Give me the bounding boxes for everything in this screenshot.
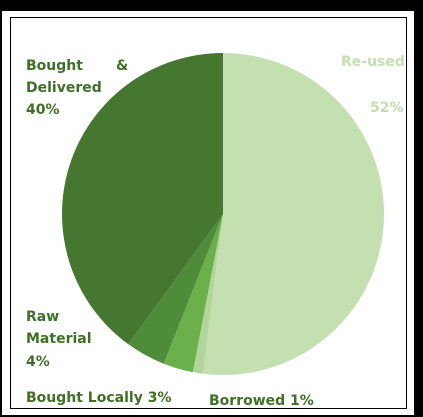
chart-inner-border xyxy=(10,17,407,409)
label-bought-locally: Bought Locally 3% xyxy=(26,390,171,406)
label-bought-delivered-line1: Bought & xyxy=(26,58,128,74)
pie-slices xyxy=(62,53,385,375)
label-bought-delivered-value: 40% xyxy=(26,102,60,118)
label-re-used: Re-used xyxy=(341,54,405,70)
label-re-used-value: 52% xyxy=(370,100,404,116)
pie-slice-bought-delivered xyxy=(62,53,224,345)
pie-slice-re-used xyxy=(202,53,385,375)
label-raw-material-value: 4% xyxy=(26,354,50,370)
pie-slice-bought-locally xyxy=(163,214,223,373)
label-raw-material-line2: Material xyxy=(26,331,92,347)
pie-slice-raw-material xyxy=(128,214,223,364)
label-raw-material-line1: Raw xyxy=(26,309,59,325)
pie-slice-borrowed xyxy=(192,214,223,374)
label-borrowed: Borrowed 1% xyxy=(209,393,314,409)
label-bought-delivered-line2: Delivered xyxy=(26,80,102,96)
